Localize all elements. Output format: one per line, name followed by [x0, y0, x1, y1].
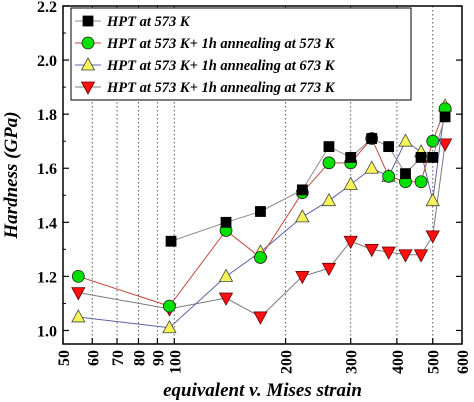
legend-entry-label: HPT at 573 K — [106, 14, 191, 30]
data-point-triangle-down — [381, 246, 396, 260]
data-point-square — [415, 152, 427, 163]
data-point-square — [255, 206, 266, 217]
x-tick-label: 300 — [344, 350, 361, 374]
x-tick-label: 60 — [85, 350, 102, 366]
y-tick-label: 1.8 — [37, 107, 57, 124]
data-point-triangle-down — [413, 249, 429, 263]
y-tick-label: 1.2 — [37, 269, 57, 286]
y-tick-label: 2.0 — [37, 53, 57, 70]
x-tick-label: 100 — [167, 350, 184, 374]
data-point-square — [220, 216, 232, 228]
data-point-triangle-up — [364, 160, 379, 174]
x-tick-label: 90 — [150, 350, 167, 366]
legend: HPT at 573 K HPT at 573 K+ 1h annealing a… — [70, 7, 412, 101]
data-point-triangle-down — [437, 138, 453, 152]
data-point-triangle-down — [425, 230, 440, 244]
legend-entry-label: HPT at 573 K+ 1h annealing at 673 K — [106, 58, 336, 74]
data-point-square — [345, 152, 357, 163]
data-point-triangle-down — [343, 235, 358, 250]
y-tick-label: 1.4 — [37, 215, 57, 232]
data-point-square — [439, 111, 451, 123]
data-point-triangle-down — [253, 311, 268, 325]
y-axis: 1.0 1.2 1.4 1.6 1.8 2.0 2.2 — [37, 0, 462, 340]
data-point-triangle-down — [398, 249, 413, 263]
data-point-square — [400, 168, 411, 180]
x-tick-label: 70 — [110, 350, 127, 366]
data-point-circle — [382, 169, 396, 183]
series-group — [71, 98, 453, 334]
data-point-square — [165, 235, 177, 247]
data-point-triangle-up — [162, 319, 177, 334]
legend-box — [70, 7, 412, 101]
series-line — [78, 143, 446, 318]
x-tick-label: 400 — [390, 350, 407, 374]
data-point-square — [296, 184, 308, 196]
data-point-triangle-down — [71, 287, 86, 301]
series-group — [71, 138, 453, 325]
series-group — [165, 111, 451, 247]
data-point-circle — [426, 134, 440, 148]
data-point-square — [427, 152, 439, 163]
x-tick-label: 600 — [455, 350, 472, 374]
data-point-triangle-up — [80, 57, 96, 71]
legend-entry-label: HPT at 573 K+ 1h annealing at 573 K — [106, 36, 336, 52]
data-point-triangle-down — [364, 243, 379, 258]
x-tick-label: 50 — [56, 350, 73, 366]
data-point-circle — [71, 269, 85, 283]
data-point-square — [82, 15, 94, 27]
y-tick-label: 1.0 — [37, 323, 57, 340]
data-point-triangle-down — [80, 81, 96, 95]
data-point-square — [366, 133, 378, 144]
legend-entry-label: HPT at 573 K+ 1h annealing at 773 K — [106, 80, 336, 96]
x-axis: 50 60 70 80 90 100 200 300 400 500 600 — [56, 338, 472, 374]
data-point-circle — [254, 251, 267, 264]
data-point-square — [383, 141, 395, 153]
y-axis-title: Hardness (GPa) — [1, 111, 22, 239]
data-point-circle — [414, 175, 428, 189]
plot-frame — [62, 5, 463, 345]
x-axis-title: equivalent v. Mises strain — [163, 380, 362, 401]
data-point-square — [323, 141, 335, 153]
series-layer — [71, 98, 453, 334]
data-point-triangle-up — [321, 192, 337, 207]
data-point-circle — [163, 299, 176, 313]
data-point-circle — [322, 156, 336, 170]
data-point-triangle-down — [321, 262, 337, 277]
data-point-triangle-up — [71, 309, 86, 323]
data-point-triangle-up — [218, 268, 234, 282]
data-point-triangle-down — [218, 292, 234, 306]
data-point-triangle-up — [295, 209, 310, 223]
x-tick-label: 200 — [279, 350, 296, 374]
x-tick-label: 80 — [131, 350, 148, 366]
data-point-triangle-up — [425, 192, 440, 207]
x-tick-label: 500 — [426, 350, 443, 374]
y-tick-label: 1.6 — [37, 161, 57, 178]
data-point-triangle-down — [295, 270, 310, 285]
data-point-circle — [81, 36, 95, 50]
y-tick-label: 2.2 — [37, 0, 57, 16]
data-point-triangle-up — [398, 133, 413, 147]
data-point-triangle-up — [343, 176, 358, 190]
